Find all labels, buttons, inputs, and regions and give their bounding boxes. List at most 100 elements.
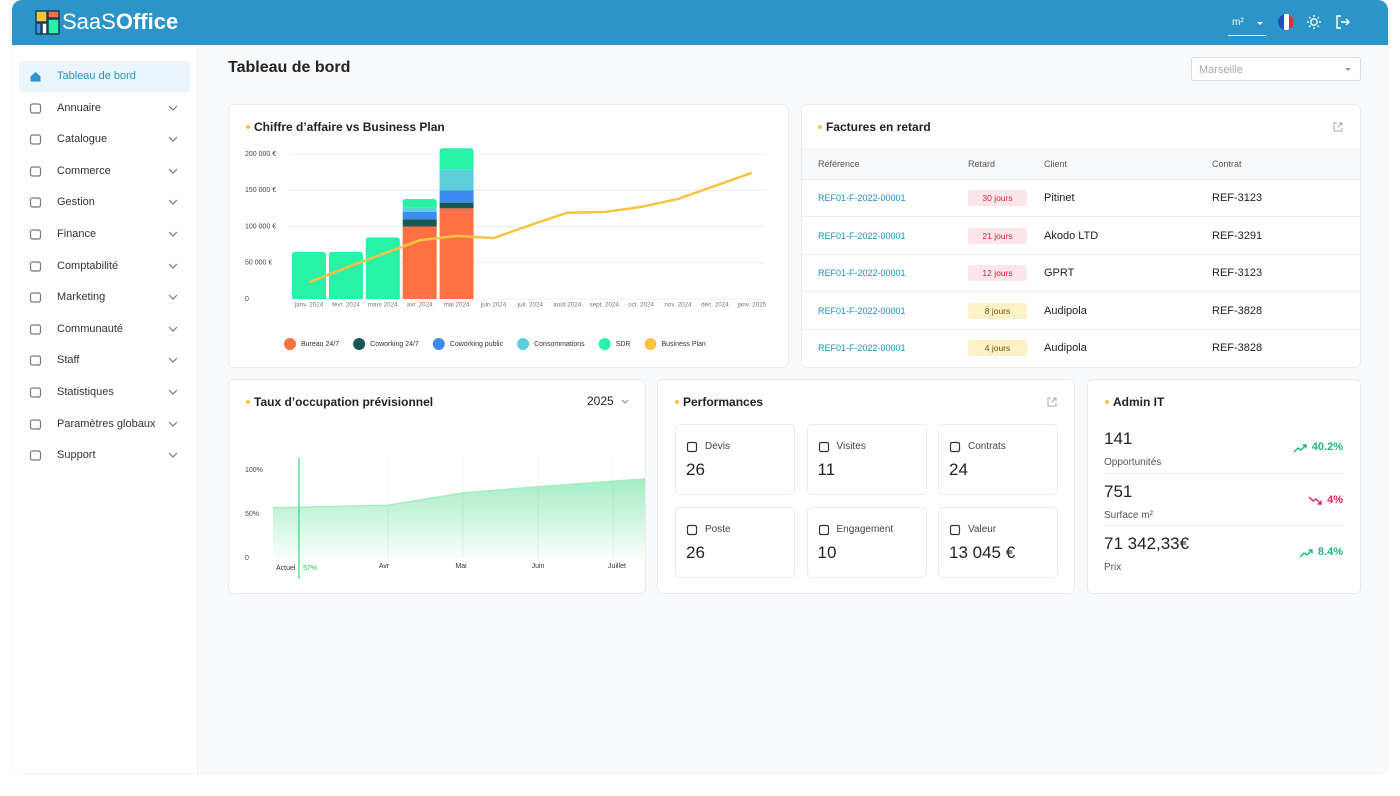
kpi-value: 24 <box>949 460 968 479</box>
external-link[interactable] <box>1046 396 1058 408</box>
caret <box>1345 68 1351 71</box>
sidebar-icon <box>29 355 42 366</box>
kpi-icon <box>818 524 829 536</box>
caret <box>1257 22 1263 25</box>
bar-segment <box>328 251 363 299</box>
admin-value: 71 342,33€ <box>1104 534 1190 553</box>
sun-ray <box>1308 25 1311 28</box>
admin-label: Surface m² <box>1104 509 1153 521</box>
logo-tile <box>41 22 48 35</box>
client-name: GPRT <box>1044 267 1075 280</box>
admin-label: Opportunités <box>1104 457 1162 468</box>
trend-arrow <box>1308 496 1322 505</box>
kpi-label: Valeur <box>968 524 997 535</box>
column-header: Client <box>1044 159 1068 169</box>
y-tick-label: 50% <box>245 511 259 518</box>
contract-ref: REF-3123 <box>1212 192 1263 204</box>
card-title: Chiffre d’affaire vs Business Plan <box>254 120 445 134</box>
kpi-value: 11 <box>817 460 836 479</box>
trend-value: 4% <box>1327 493 1343 506</box>
kpi-icon <box>818 441 829 453</box>
sidebar-item[interactable]: Staff <box>19 345 190 376</box>
x-tick-label: juin 2024 <box>480 302 507 309</box>
sun-ray <box>1317 16 1320 19</box>
sun-ray <box>1317 25 1320 28</box>
kpi-value: 10 <box>817 543 837 562</box>
kpi-tile: Valeur 13 045 € <box>938 507 1058 578</box>
invoice-link[interactable]: REF01-F-2022-00001 <box>818 193 906 203</box>
trend-value: 40.2% <box>1311 441 1343 453</box>
chevron-icon <box>168 105 178 111</box>
card-title: Factures en retard <box>826 120 931 134</box>
logout-icon <box>1336 15 1350 29</box>
occupancy-chart: 0 50% 100% Actuel Avr Mai Juin Juillet 57% <box>245 458 645 579</box>
x-tick-label: avr. 2024 <box>407 302 433 309</box>
sidebar-label: Marketing <box>57 291 106 304</box>
trend-arrow <box>1293 444 1307 453</box>
trend-icon <box>1293 444 1307 453</box>
legend-swatch <box>598 338 611 350</box>
x-tick-label: oct. 2024 <box>628 302 654 309</box>
x-tick-label: Actuel <box>276 565 296 572</box>
sidebar-icon <box>29 229 42 240</box>
page-title: Tableau de bord <box>228 59 351 76</box>
chevron-icon <box>168 452 178 459</box>
sidebar-item[interactable]: Paramètres globaux <box>19 409 190 440</box>
y-tick-label: 200 000 € <box>245 151 276 158</box>
chevron <box>168 326 178 332</box>
sidebar-item[interactable]: Tableau de bord <box>19 61 190 92</box>
sidebar-item[interactable]: Annuaire <box>19 93 190 124</box>
kpi-icon <box>686 524 698 536</box>
chevron-icon <box>168 231 178 237</box>
sidebar-label: Statistiques <box>57 386 114 398</box>
row-divider <box>1104 472 1345 474</box>
sidebar-icon <box>29 166 42 177</box>
icon-shape <box>29 102 42 114</box>
legend-swatch <box>432 338 445 350</box>
trend-value: 8.4% <box>1317 546 1343 558</box>
admin-label: Prix <box>1104 562 1122 573</box>
chevron <box>168 389 178 395</box>
chevron <box>168 357 178 364</box>
row-divider <box>802 216 1360 217</box>
legend-label: SDR <box>616 341 631 348</box>
sidebar-item[interactable]: Commerce <box>19 156 190 187</box>
sidebar-item[interactable]: Catalogue <box>19 124 190 155</box>
logo-tile <box>47 18 60 35</box>
invoice-link[interactable]: REF01-F-2022-00001 <box>818 343 906 354</box>
city-select[interactable]: Marseille <box>1191 57 1361 81</box>
external-link[interactable] <box>1332 121 1344 133</box>
icon-shape <box>29 260 42 272</box>
client-name: Akodo LTD <box>1044 229 1099 242</box>
revenue-card: Chiffre d’affaire vs Business Plan 0 50 00… <box>228 104 789 368</box>
sidebar-item[interactable]: Support <box>19 440 190 471</box>
x-tick-label: Mai <box>455 563 467 570</box>
sidebar-item[interactable]: Communauté <box>19 314 190 345</box>
logout <box>1336 15 1350 29</box>
sidebar-item[interactable]: Finance <box>19 219 190 250</box>
x-tick-label: juil. 2024 <box>517 302 544 309</box>
trend-arrow <box>1299 549 1313 558</box>
year-select[interactable]: 2025 <box>587 394 614 408</box>
invoice-link[interactable]: REF01-F-2022-00001 <box>818 268 906 279</box>
logo-light: SaaS <box>62 9 116 34</box>
sidebar-item[interactable]: Gestion <box>19 187 190 218</box>
column-header: Retard <box>968 159 996 169</box>
icon-shape <box>818 441 829 453</box>
sidebar-label: Paramètres globaux <box>57 417 156 430</box>
bar-segment <box>402 198 437 208</box>
x-tick-label: janv. 2024 <box>294 302 324 309</box>
sidebar-item[interactable]: Statistiques <box>19 377 190 408</box>
chevron-icon <box>621 399 629 404</box>
icon-shape <box>29 166 42 177</box>
sidebar-item[interactable]: Comptabilité <box>19 251 190 282</box>
sidebar-item[interactable]: Marketing <box>19 282 190 313</box>
client-name: Audipola <box>1044 304 1087 317</box>
invoice-link[interactable]: REF01-F-2022-00001 <box>818 305 906 316</box>
invoice-link[interactable]: REF01-F-2022-00001 <box>818 230 906 241</box>
icon-shape <box>29 134 42 145</box>
x-tick-label: mars 2024 <box>368 302 398 309</box>
unit-select[interactable]: m² <box>1228 12 1266 36</box>
legend-label: Bureau 24/7 <box>301 341 339 348</box>
